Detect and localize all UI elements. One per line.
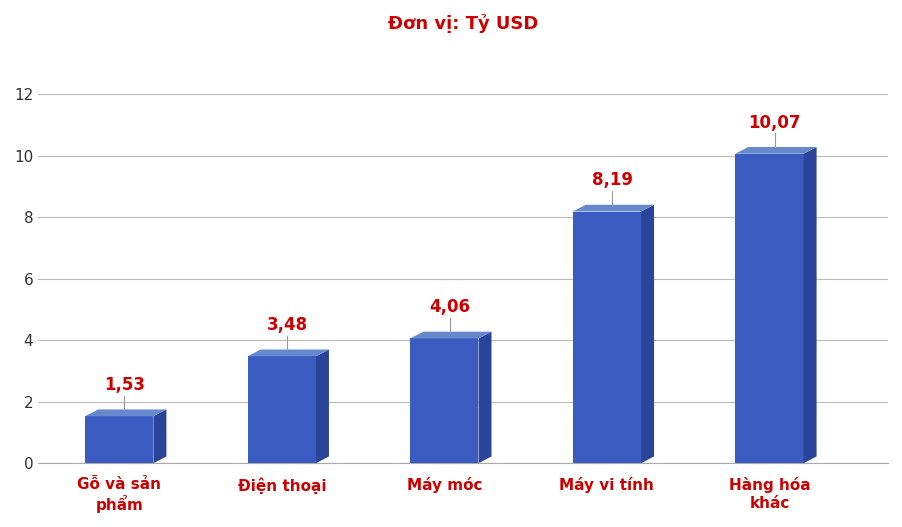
Polygon shape <box>153 409 166 463</box>
Text: 10,07: 10,07 <box>749 114 801 132</box>
Polygon shape <box>316 349 329 463</box>
Polygon shape <box>641 205 654 463</box>
Polygon shape <box>248 356 316 463</box>
Polygon shape <box>478 331 492 463</box>
Polygon shape <box>573 205 654 211</box>
Text: 1,53: 1,53 <box>104 376 145 394</box>
Polygon shape <box>735 154 804 463</box>
Text: 8,19: 8,19 <box>592 171 632 189</box>
Polygon shape <box>248 349 329 356</box>
Polygon shape <box>410 331 492 338</box>
Polygon shape <box>85 409 166 416</box>
Polygon shape <box>85 416 153 463</box>
Polygon shape <box>804 147 816 463</box>
Polygon shape <box>410 338 478 463</box>
Polygon shape <box>573 211 641 463</box>
Text: 4,06: 4,06 <box>429 298 470 316</box>
Text: 3,48: 3,48 <box>266 316 308 334</box>
Polygon shape <box>735 147 816 154</box>
Title: Đơn vị: Tỷ USD: Đơn vị: Tỷ USD <box>388 14 538 33</box>
